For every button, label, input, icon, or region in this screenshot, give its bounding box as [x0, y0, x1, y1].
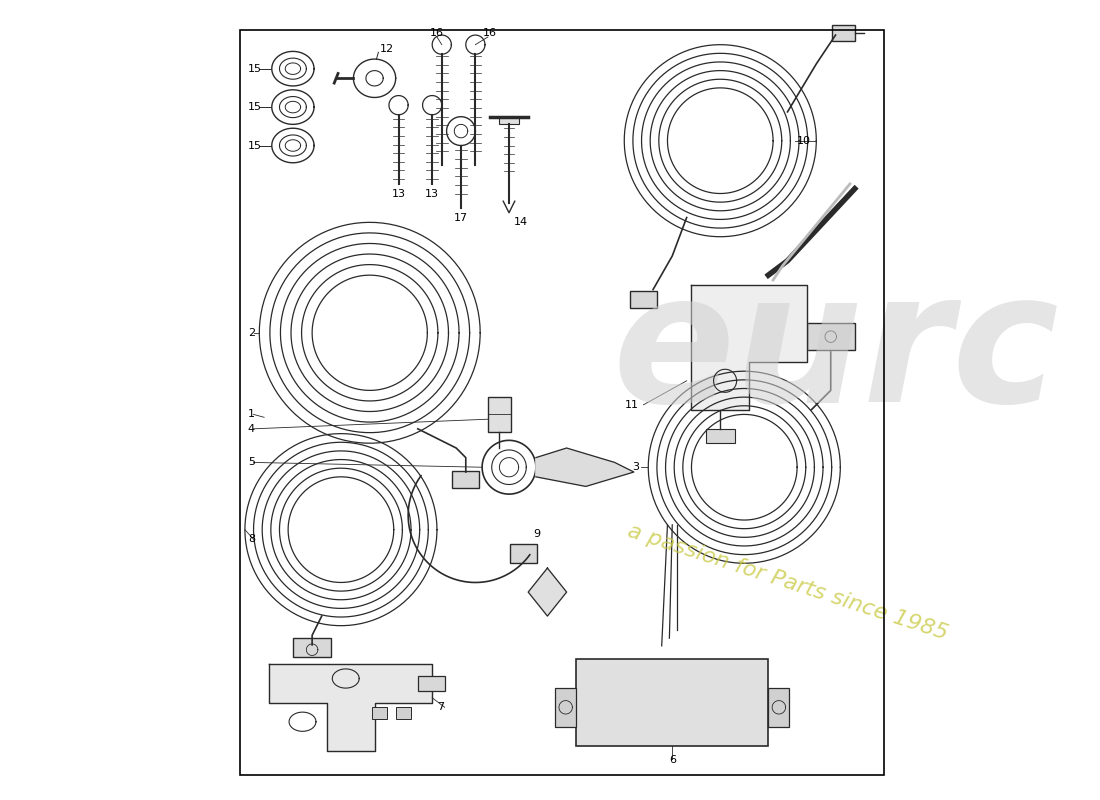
- Text: 14: 14: [514, 218, 528, 227]
- Text: 10: 10: [798, 136, 811, 146]
- Text: a passion for Parts since 1985: a passion for Parts since 1985: [625, 521, 950, 644]
- Bar: [806, 323, 855, 350]
- Text: 6: 6: [669, 755, 675, 765]
- Bar: [488, 397, 510, 432]
- Text: 13: 13: [392, 189, 406, 198]
- Text: eurc: eurc: [612, 264, 1059, 440]
- Text: 17: 17: [454, 213, 467, 222]
- Text: 1: 1: [248, 410, 255, 419]
- Polygon shape: [536, 448, 634, 486]
- Bar: [499, 117, 518, 124]
- Polygon shape: [692, 285, 806, 410]
- Text: 11: 11: [625, 400, 639, 410]
- Bar: [396, 707, 411, 719]
- Text: 13: 13: [426, 189, 439, 198]
- Bar: [768, 688, 790, 726]
- Text: 9: 9: [534, 530, 540, 539]
- Text: 7: 7: [437, 702, 444, 712]
- Text: 12: 12: [379, 45, 394, 54]
- Text: 15: 15: [248, 102, 262, 112]
- Text: 2: 2: [248, 328, 255, 338]
- Text: 15: 15: [248, 64, 262, 74]
- Bar: [556, 688, 576, 726]
- Text: 15: 15: [248, 141, 262, 150]
- Text: 3: 3: [631, 462, 639, 472]
- Bar: [706, 429, 735, 443]
- Bar: [452, 471, 480, 488]
- Bar: [240, 30, 883, 774]
- Bar: [418, 676, 444, 691]
- Bar: [832, 26, 855, 41]
- Bar: [576, 659, 768, 746]
- Bar: [630, 290, 657, 308]
- Text: 16: 16: [483, 28, 497, 38]
- Bar: [293, 638, 331, 658]
- Polygon shape: [268, 664, 432, 750]
- Polygon shape: [528, 568, 566, 616]
- Bar: [372, 707, 387, 719]
- Text: 4: 4: [248, 424, 255, 434]
- Text: 8: 8: [248, 534, 255, 544]
- Text: 16: 16: [430, 28, 444, 38]
- Text: 5: 5: [248, 458, 255, 467]
- Bar: [510, 544, 537, 563]
